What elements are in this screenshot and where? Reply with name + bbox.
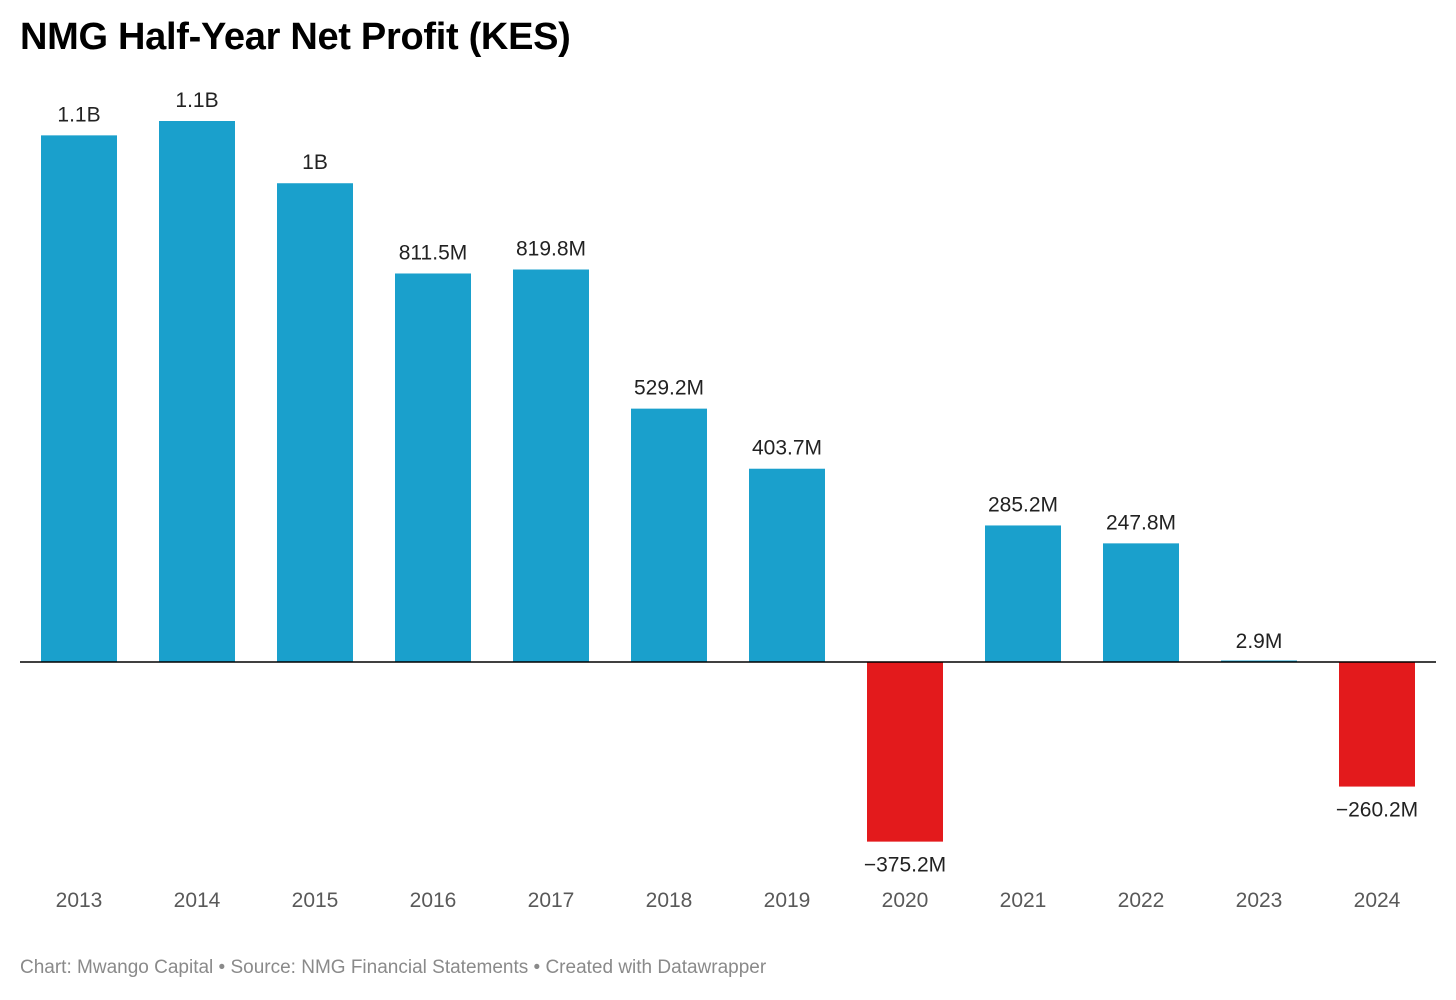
value-label-2024: −260.2M	[1336, 799, 1418, 822]
x-tick-label-2017: 2017	[528, 889, 575, 912]
value-label-2016: 811.5M	[399, 241, 468, 264]
x-tick-label-2013: 2013	[56, 889, 103, 912]
bar-2020	[867, 662, 943, 842]
bar-2022	[1103, 543, 1179, 662]
bar-2024	[1339, 662, 1415, 787]
bar-2017	[513, 269, 589, 662]
value-label-2017: 819.8M	[516, 238, 586, 261]
x-tick-label-2016: 2016	[410, 889, 457, 912]
bar-2019	[749, 468, 825, 662]
bar-2021	[985, 525, 1061, 662]
value-label-2014: 1.1B	[175, 89, 218, 112]
x-axis-labels-group: 2013 2014 2015 2016 2017 2018 2019 2020 2021 2022…	[56, 889, 1401, 912]
chart-footer: Chart: Mwango Capital • Source: NMG Fina…	[20, 957, 767, 978]
x-tick-label-2020: 2020	[882, 889, 929, 912]
x-tick-label-2024: 2024	[1354, 889, 1401, 912]
value-label-2020: −375.2M	[864, 854, 946, 877]
bar-2014	[159, 121, 235, 662]
value-label-2022: 247.8M	[1106, 511, 1176, 534]
value-label-2021: 285.2M	[988, 493, 1058, 516]
value-label-2023: 2.9M	[1236, 630, 1283, 653]
x-tick-label-2019: 2019	[764, 889, 811, 912]
value-labels-group: 1.1B 1.1B 1B 811.5M 819.8M 529.2M 403.7M −375.2…	[57, 89, 1418, 877]
value-label-2015: 1B	[302, 151, 328, 174]
chart-title: NMG Half-Year Net Profit (KES)	[20, 16, 571, 58]
bar-2018	[631, 408, 707, 662]
value-label-2018: 529.2M	[634, 377, 704, 400]
x-tick-label-2023: 2023	[1236, 889, 1283, 912]
bars-group	[41, 121, 1415, 842]
x-tick-label-2021: 2021	[1000, 889, 1047, 912]
x-tick-label-2015: 2015	[292, 889, 339, 912]
x-tick-label-2014: 2014	[174, 889, 221, 912]
bar-2015	[277, 183, 353, 662]
x-tick-label-2022: 2022	[1118, 889, 1165, 912]
bar-2016	[395, 273, 471, 662]
value-label-2013: 1.1B	[57, 103, 100, 126]
x-tick-label-2018: 2018	[646, 889, 693, 912]
bar-2013	[41, 135, 117, 662]
value-label-2019: 403.7M	[752, 437, 822, 460]
